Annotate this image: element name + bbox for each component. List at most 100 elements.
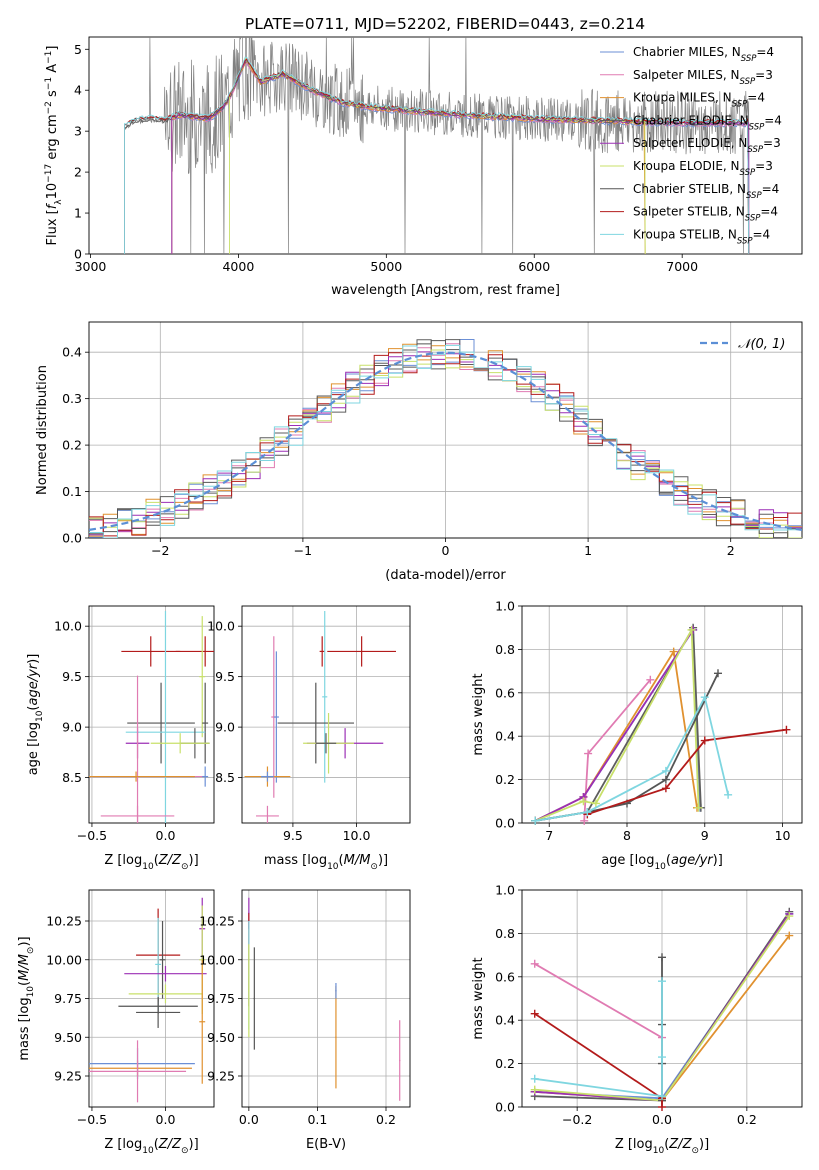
x-axis-label-part: ( [664, 1137, 669, 1152]
plot-frame [88, 321, 803, 539]
series-marker [580, 816, 589, 825]
y-axis-label-part: ( [26, 706, 41, 711]
x-axis-label-part: 10 [653, 1146, 665, 1156]
x-axis-label-part: Z/Z [158, 853, 182, 868]
x-tick-label: 0.0 [156, 828, 176, 843]
y-tick-label: 0.0 [495, 1100, 515, 1115]
y-axis-label-part: Flux [ [45, 209, 60, 245]
series-marker [658, 1053, 666, 1062]
y-tick-label: 10.00 [46, 952, 82, 967]
y-tick-label: 8.5 [62, 770, 82, 785]
legend-sub: SSP [741, 54, 757, 64]
y-tick-label: 9.50 [207, 1030, 235, 1045]
series-marker [646, 675, 655, 684]
x-axis-label-part: 10 [142, 1146, 154, 1156]
x-tick-label: 0.2 [376, 1112, 396, 1127]
y-tick-label: 0.4 [62, 345, 82, 360]
y-axis-label-part: ( [17, 981, 32, 986]
y-axis-label: mass [log10(M/M⊙)] [17, 936, 36, 1060]
legend-main: Salpeter STELIB, N [633, 205, 745, 219]
x-tick-label: −0.5 [77, 828, 107, 843]
legend-tail: =4 [747, 91, 765, 105]
series-line [534, 963, 663, 1039]
y-axis-label-part: age [log [26, 722, 41, 775]
x-axis-label-part: Z [log [615, 1137, 653, 1152]
y-axis-label-part: mass weight [471, 673, 486, 755]
x-tick-label: −0.2 [562, 1112, 592, 1127]
legend-main: Chabrier MILES, N [633, 45, 741, 59]
x-tick-label: 4000 [222, 259, 254, 274]
y-axis-label-part: )] [26, 654, 41, 664]
series-marker [530, 1085, 539, 1094]
legend-tail: =4 [756, 45, 774, 59]
y-tick-label: 0.2 [62, 438, 82, 453]
legend-entry: Kroupa MILES, NSSP=4 [633, 91, 765, 110]
legend-tail: =3 [755, 68, 773, 82]
series-marker [785, 912, 794, 921]
legend-entry: Salpeter ELODIE, NSSP=3 [633, 136, 781, 155]
x-tick-label: 8 [623, 828, 631, 843]
y-tick-label: 0.1 [62, 484, 82, 499]
y-tick-label: 9.5 [215, 669, 235, 684]
y-tick-label: 10.25 [199, 914, 235, 929]
model-line [229, 57, 646, 254]
legend-tail: =4 [760, 205, 778, 219]
legend-entry: Kroupa ELODIE, NSSP=3 [633, 159, 773, 178]
y-axis-label: age [log10(age/yr)] [26, 654, 45, 776]
series-marker [531, 816, 540, 825]
x-tick-label: 6000 [518, 259, 550, 274]
y-tick-label: 0.0 [62, 531, 82, 546]
plot-frame [241, 605, 411, 824]
y-axis-label-part: −17 [44, 164, 54, 183]
series-marker [530, 1074, 539, 1083]
y-tick-label: 0.4 [495, 729, 515, 744]
x-axis-label-part: )] [189, 853, 199, 868]
series-marker [661, 775, 670, 784]
legend-main: Kroupa ELODIE, N [633, 159, 740, 173]
series-marker [661, 784, 670, 793]
x-tick-label: −1 [294, 543, 312, 558]
y-axis-label: Flux [fλ10−17 erg cm−2 s−1 A−1] [44, 46, 64, 246]
series-marker [530, 959, 539, 968]
y-axis-label-part: Normed distribution [35, 365, 50, 495]
y-tick-label: 9.75 [54, 991, 82, 1006]
series-marker [658, 1103, 666, 1111]
y-axis-label: Normed distribution [35, 365, 50, 495]
legend-sub: SSP [746, 191, 762, 201]
x-axis-label-part: Z [log [104, 853, 142, 868]
plot-frame [88, 889, 215, 1108]
model-line [124, 56, 750, 254]
y-tick-label: 9.50 [54, 1030, 82, 1045]
x-axis-label-part: wavelength [Angstrom, rest frame] [331, 283, 560, 298]
legend-entry: Chabrier STELIB, NSSP=4 [633, 182, 779, 201]
x-axis-label-part: ( [154, 853, 159, 868]
y-tick-label: 0.0 [495, 816, 515, 831]
y-tick-label: 0.2 [495, 772, 515, 787]
axes-residuals: −2 −1 0 1 2 0.0 0.1 0.2 0.3 0.4 [62, 321, 803, 558]
y-axis-label-part: 10 [45, 183, 60, 200]
x-axis-label-part: ( [339, 853, 344, 868]
y-axis-label-part: −2 [44, 101, 54, 114]
axes-age-vs-Z: −0.5 0.0 8.5 9.0 9.5 10.0 [54, 605, 215, 843]
y-tick-label: 0.8 [495, 642, 515, 657]
series-marker [700, 693, 709, 702]
legend-sub: SSP [749, 122, 765, 132]
plot-frame [88, 36, 803, 255]
legend-tail: =3 [755, 159, 773, 173]
axes-massweight-vs-age: 7 8 9 10 0.0 0.2 0.4 0.6 0.8 1.0 [495, 599, 803, 843]
y-tick-label: 10.00 [199, 952, 235, 967]
x-axis-label-part: 10 [142, 862, 154, 872]
y-axis-label-part: λ [54, 199, 64, 205]
x-axis-label: (data-model)/error [385, 568, 506, 583]
x-axis-label: Z [log10(Z/Z⊙)] [615, 1137, 709, 1156]
y-tick-label: 9.0 [215, 720, 235, 735]
x-tick-label: 10.0 [343, 828, 371, 843]
x-tick-label: 0.0 [652, 1112, 672, 1127]
x-tick-label: 0.0 [156, 1112, 176, 1127]
x-axis-label-part: ( [154, 1137, 159, 1152]
x-axis-label-part: mass [log [264, 853, 327, 868]
y-axis-label-part: −1 [44, 51, 54, 64]
series-marker [658, 1092, 666, 1101]
x-axis-label-part: age [log [601, 853, 654, 868]
